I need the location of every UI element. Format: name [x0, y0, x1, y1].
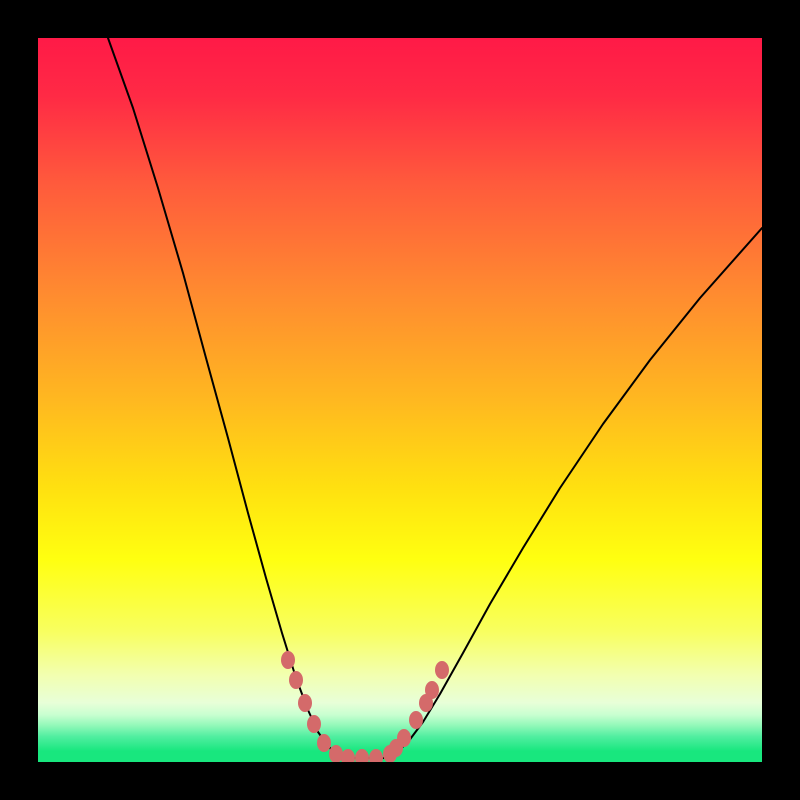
curve-marker	[298, 694, 312, 712]
curve-marker	[435, 661, 449, 679]
curve-marker	[317, 734, 331, 752]
chart-background	[38, 38, 762, 762]
curve-marker	[281, 651, 295, 669]
chart-svg	[38, 38, 762, 762]
curve-marker	[409, 711, 423, 729]
curve-marker	[289, 671, 303, 689]
bottleneck-chart	[38, 38, 762, 762]
border-right	[762, 0, 800, 800]
border-bottom	[0, 762, 800, 800]
border-top	[0, 0, 800, 38]
curve-marker	[425, 681, 439, 699]
border-left	[0, 0, 38, 800]
curve-marker	[307, 715, 321, 733]
curve-marker	[397, 729, 411, 747]
